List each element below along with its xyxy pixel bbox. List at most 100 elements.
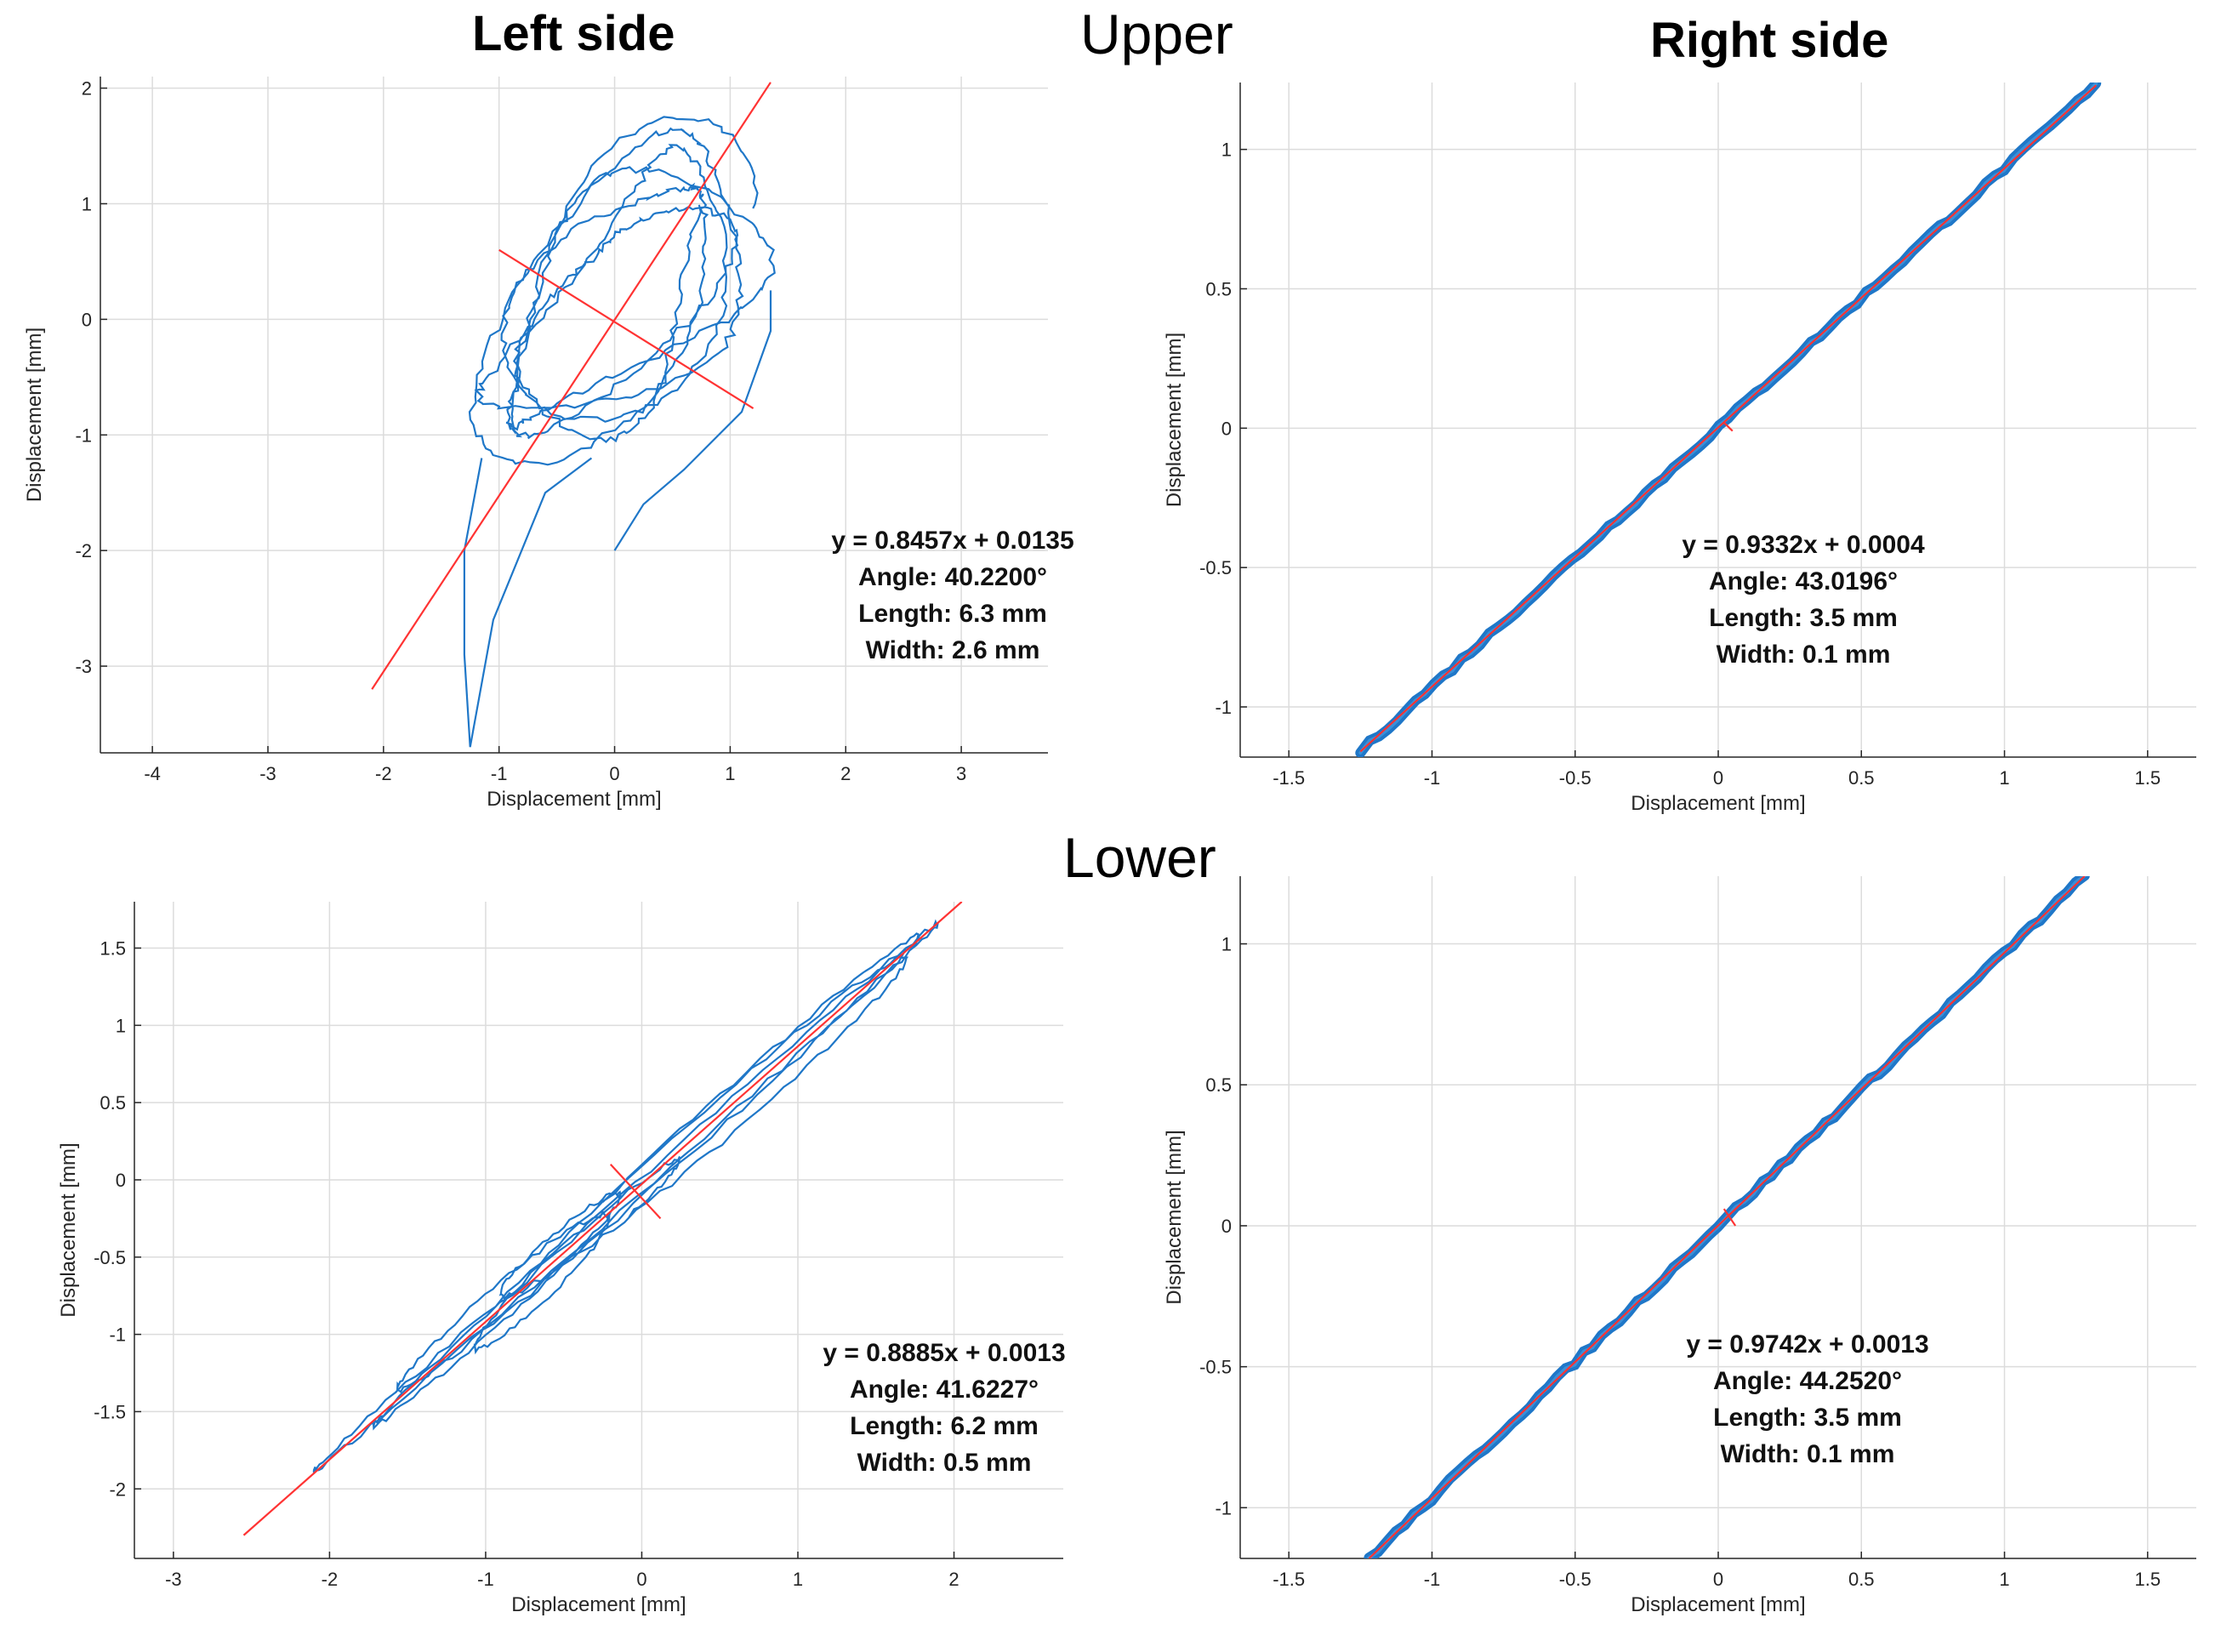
x-tick-label: -1.5 <box>1273 1569 1305 1590</box>
x-tick-label: -1.5 <box>1273 767 1305 789</box>
x-tick-label: 0 <box>609 763 619 784</box>
fit-line <box>1359 84 2097 753</box>
y-axis-label: Displacement [mm] <box>23 328 46 502</box>
x-tick-label: 1 <box>725 763 735 784</box>
y-tick-label: -3 <box>75 656 92 677</box>
x-tick-label: 1.5 <box>2134 1569 2161 1590</box>
upper-heading: Upper <box>1080 3 1233 66</box>
plot-area <box>1355 83 2102 757</box>
x-tick-label: -2 <box>375 763 392 784</box>
plot-area <box>371 82 776 748</box>
x-tick-label: 2 <box>840 763 851 784</box>
fit-line <box>1368 876 2086 1558</box>
x-axis-label: Displacement [mm] <box>511 1593 686 1616</box>
y-tick-label: -1 <box>75 424 92 446</box>
fit-annotation: Angle: 40.2200° <box>858 563 1047 591</box>
x-tick-label: 0 <box>1713 767 1723 789</box>
y-tick-label: -1 <box>1215 697 1232 718</box>
fit-annotation: Length: 6.3 mm <box>858 600 1047 628</box>
lower-heading: Lower <box>1063 826 1216 889</box>
fit-annotation: Angle: 41.6227° <box>850 1376 1039 1404</box>
data-trace <box>468 116 776 466</box>
y-tick-label: 0 <box>82 309 92 330</box>
data-trace-tail <box>463 457 593 748</box>
x-axis-label: Displacement [mm] <box>1631 792 1805 815</box>
fit-line <box>371 82 772 690</box>
x-tick-label: -3 <box>165 1569 182 1590</box>
y-tick-label: -1 <box>109 1324 126 1346</box>
y-tick-label: 1 <box>116 1015 126 1036</box>
y-tick-label: 0.5 <box>100 1092 126 1114</box>
fit-annotation: Width: 0.1 mm <box>1717 641 1891 669</box>
x-tick-label: -0.5 <box>1559 767 1591 789</box>
fit-annotation: Length: 6.2 mm <box>850 1412 1039 1440</box>
x-tick-label: -0.5 <box>1559 1569 1591 1590</box>
plot-area <box>1364 876 2090 1558</box>
fit-annotation: y = 0.9332x + 0.0004 <box>1682 531 1925 559</box>
y-tick-label: 0 <box>1221 1216 1232 1237</box>
fit-annotation: Length: 3.5 mm <box>1709 604 1898 632</box>
x-tick-label: 1.5 <box>2134 767 2161 789</box>
fit-annotation: Angle: 43.0196° <box>1709 567 1898 595</box>
x-tick-label: 0.5 <box>1848 767 1875 789</box>
chart-lower-right: -1.5 -1 -0.5 0 0.5 1 1.5 -1 -0.5 0 0.5 1 Displacemen… <box>1163 876 2196 1616</box>
right-side-heading: Right side <box>1650 13 1889 68</box>
y-tick-label: 0 <box>116 1170 126 1191</box>
x-tick-label: 3 <box>956 763 966 784</box>
x-tick-label: 0 <box>1713 1569 1723 1590</box>
y-tick-label: 0.5 <box>1205 278 1232 299</box>
fit-annotation: y = 0.8457x + 0.0135 <box>831 527 1073 555</box>
y-tick-label: -2 <box>75 540 92 561</box>
plot-area <box>242 902 963 1536</box>
y-tick-label: -1 <box>1215 1497 1232 1518</box>
y-tick-label: -2 <box>109 1478 126 1500</box>
fit-annotation: Angle: 44.2520° <box>1713 1367 1902 1395</box>
width-line <box>498 248 754 409</box>
y-tick-label: -0.5 <box>1199 557 1232 578</box>
fit-annotation: Width: 2.6 mm <box>866 636 1040 664</box>
y-tick-label: 1 <box>1221 934 1232 955</box>
y-tick-label: 0 <box>1221 418 1232 439</box>
x-tick-label: -1 <box>491 763 508 784</box>
fit-line <box>242 902 963 1536</box>
chart-upper-right: -1.5 -1 -0.5 0 0.5 1 1.5 -1 -0.5 0 0.5 1 Displacemen… <box>1163 83 2196 815</box>
x-tick-label: 2 <box>948 1569 959 1590</box>
fit-annotation: Width: 0.5 mm <box>857 1449 1032 1477</box>
fit-annotation: Width: 0.1 mm <box>1721 1440 1895 1468</box>
width-line <box>1722 1208 1737 1227</box>
x-tick-label: 1 <box>1999 767 2009 789</box>
y-axis-label: Displacement [mm] <box>1163 333 1186 507</box>
y-axis-label: Displacement [mm] <box>57 1142 80 1317</box>
chart-upper-left: -4 -3 -2 -1 0 1 2 3 -3 -2 -1 0 1 2 Displacement [mm] Di… <box>23 77 1074 811</box>
y-axis-label: Displacement [mm] <box>1163 1130 1186 1304</box>
chart-lower-left: -3 -2 -1 0 1 2 -2 -1.5 -1 -0.5 0 0.5 1 1.5 Displacemen… <box>57 902 1066 1616</box>
y-tick-label: 1 <box>1221 140 1232 161</box>
y-tick-label: -0.5 <box>1199 1357 1232 1378</box>
x-tick-label: 1 <box>793 1569 803 1590</box>
x-tick-label: 0 <box>636 1569 646 1590</box>
x-tick-label: 0.5 <box>1848 1569 1875 1590</box>
width-line <box>1722 421 1734 432</box>
x-tick-label: 1 <box>1999 1569 2009 1590</box>
y-tick-label: 2 <box>82 78 92 100</box>
fit-annotation: Length: 3.5 mm <box>1713 1404 1902 1432</box>
width-line <box>609 1164 662 1220</box>
x-tick-label: -1 <box>1424 767 1441 789</box>
y-tick-label: 1 <box>82 193 92 214</box>
left-side-heading: Left side <box>472 6 675 61</box>
y-tick-label: 0.5 <box>1205 1074 1232 1096</box>
x-tick-label: -1 <box>477 1569 494 1590</box>
x-tick-label: -4 <box>144 763 161 784</box>
y-tick-label: -1.5 <box>94 1401 126 1422</box>
x-tick-label: -3 <box>259 763 276 784</box>
x-tick-label: -2 <box>322 1569 339 1590</box>
y-tick-label: 1.5 <box>100 937 126 959</box>
x-tick-label: -1 <box>1424 1569 1441 1590</box>
x-axis-label: Displacement [mm] <box>1631 1593 1805 1616</box>
y-tick-label: -0.5 <box>94 1247 126 1268</box>
data-trace-tail <box>613 290 772 551</box>
fit-annotation: y = 0.8885x + 0.0013 <box>823 1339 1065 1367</box>
fit-annotation: y = 0.9742x + 0.0013 <box>1686 1330 1928 1359</box>
x-axis-label: Displacement [mm] <box>487 788 661 811</box>
